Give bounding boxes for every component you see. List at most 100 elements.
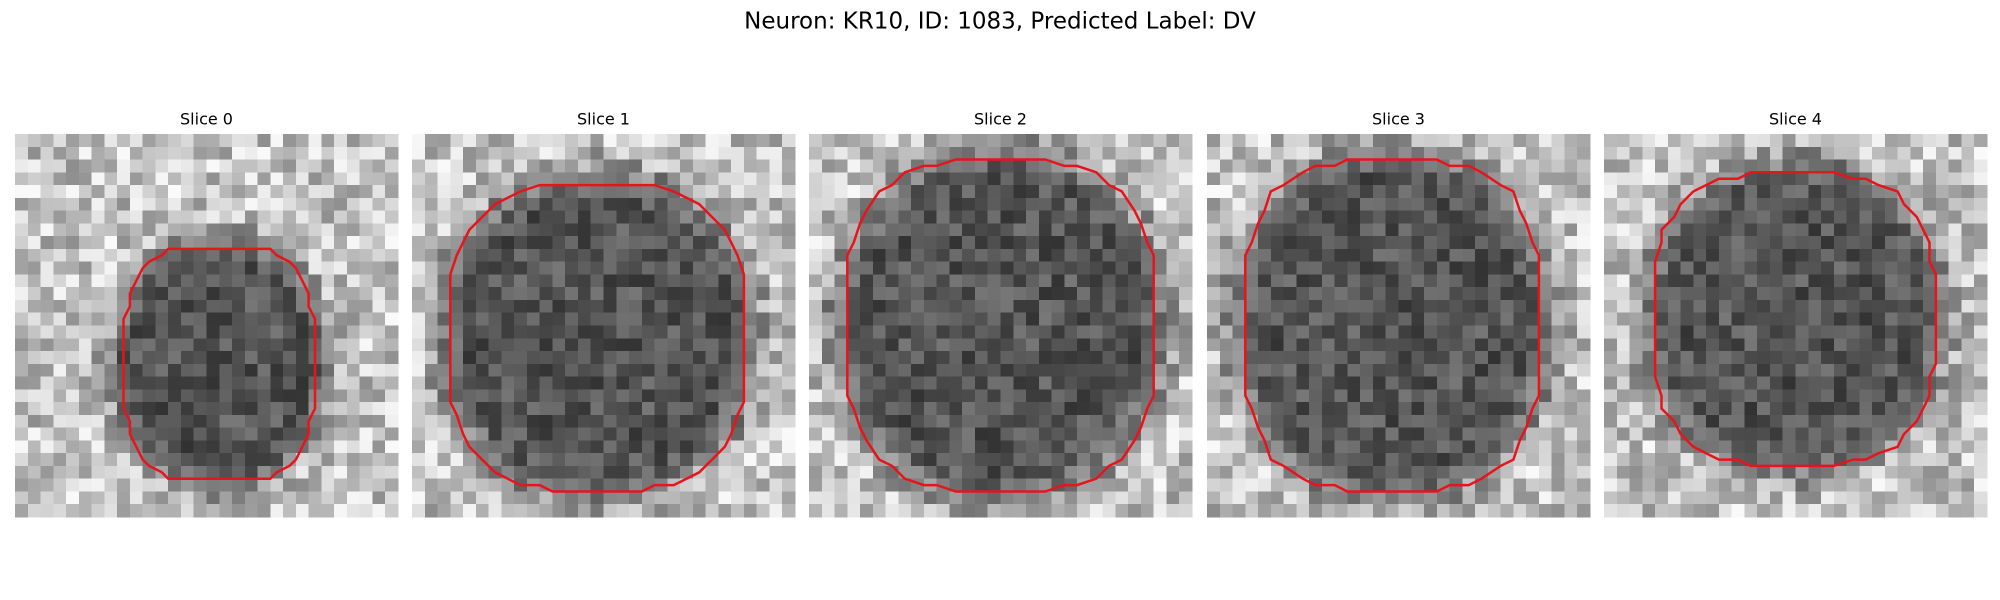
pixel [1948,414,1963,429]
pixel [1616,338,1631,352]
pixel [219,376,233,390]
pixel [1821,159,1835,173]
pixel [372,491,386,505]
pixel [412,402,426,416]
pixel [1283,491,1297,505]
pixel [1321,185,1336,199]
pixel [1718,159,1733,173]
pixel [577,427,592,441]
pixel [692,248,707,263]
pixel [334,134,348,148]
pixel [1667,453,1682,467]
pixel [1629,325,1643,339]
pixel [514,236,528,250]
pixel [193,453,208,467]
pixel [1948,491,1963,505]
pixel [437,223,451,237]
pixel [1935,491,1950,505]
pixel [923,440,938,454]
pixel [27,172,42,186]
pixel [860,338,874,352]
pixel [1347,363,1361,378]
pixel [756,389,771,403]
pixel [437,287,451,301]
pixel [270,325,284,339]
pixel [1693,453,1707,467]
pixel [1283,478,1297,493]
pixel [129,248,144,263]
pixel [104,210,118,224]
pixel [1089,261,1104,276]
pixel [1564,491,1578,505]
pixel [692,363,707,378]
pixel [1038,274,1053,288]
pixel [834,351,848,365]
pixel [501,223,515,237]
pixel [168,478,182,493]
pixel [629,440,643,454]
pixel [1629,465,1643,480]
pixel [53,146,67,161]
pixel [1935,185,1950,199]
pixel [743,351,758,365]
pixel [1219,299,1234,314]
pixel [872,414,887,429]
pixel [450,440,464,454]
pixel [1153,363,1168,378]
pixel [987,414,1002,429]
pixel [718,351,732,365]
pixel [987,287,1002,301]
pixel [1449,363,1463,378]
pixel [1693,338,1707,352]
pixel [308,287,322,301]
pixel [603,159,617,173]
pixel [1398,312,1412,327]
pixel [1538,351,1553,365]
pixel [53,504,67,518]
pixel [1500,376,1514,390]
pixel [667,414,681,429]
pixel [232,414,246,429]
pixel [1128,134,1142,148]
pixel [1051,440,1065,454]
pixel [782,338,796,352]
pixel [1757,363,1771,378]
pixel [1935,274,1950,288]
pixel [1821,504,1835,518]
pixel [295,159,310,173]
pixel [53,159,67,173]
pixel [372,325,386,339]
pixel [898,402,912,416]
pixel [1283,299,1297,314]
pixel [142,287,157,301]
pixel [860,325,874,339]
pixel [1782,414,1797,429]
pixel [450,491,464,505]
pixel [257,478,271,493]
pixel [705,223,719,237]
pixel [1411,504,1425,518]
pixel [1872,351,1886,365]
pixel [1000,491,1014,505]
pixel [15,197,29,212]
pixel [1360,504,1374,518]
pixel [1859,146,1873,161]
pixel [1232,440,1246,454]
pixel [1270,223,1285,237]
pixel [359,351,374,365]
pixel [1897,146,1911,161]
pixel [270,223,284,237]
pixel [1449,210,1463,224]
pixel [1795,427,1809,441]
pixel [78,274,93,288]
pixel [1538,312,1553,327]
pixel [1283,274,1297,288]
pixel [718,453,732,467]
pixel [769,236,783,250]
pixel [629,402,643,416]
pixel [104,351,118,365]
pixel [1258,261,1272,276]
pixel [488,236,502,250]
pixel [962,197,976,212]
pixel [168,376,182,390]
